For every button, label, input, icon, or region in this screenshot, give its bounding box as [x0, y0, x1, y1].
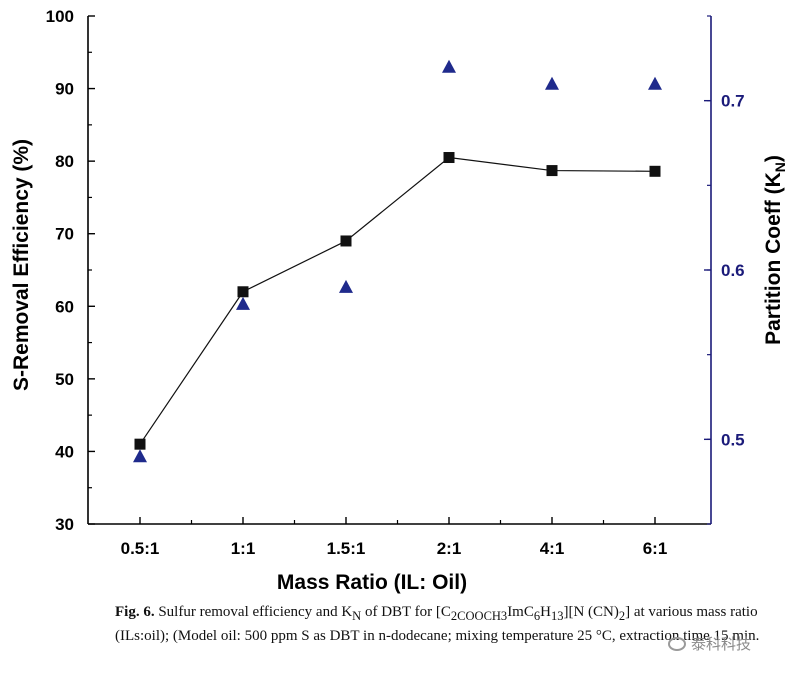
caption-kn-sub: N [352, 609, 362, 623]
caption-sub-2: 6 [533, 609, 541, 623]
y-axis-right-title-main: Partition Coeff (K [762, 172, 785, 345]
y-axis-right-title: Partition Coeff (KN) [762, 155, 788, 345]
y-right-tick-label: 0.6 [721, 261, 745, 280]
caption-text-5: ][N (CN) [563, 604, 619, 620]
wechat-icon [668, 636, 686, 651]
caption-sub-4: 2 [618, 609, 626, 623]
series-2-point [236, 296, 250, 310]
y-left-tick-label: 100 [46, 7, 74, 26]
caption-text-2: of DBT for [C [361, 604, 451, 620]
series-2-point [545, 76, 559, 90]
series-1-point [443, 152, 455, 164]
y-axis-left-title: S-Removal Efficiency (%) [10, 139, 33, 391]
series-1-point [649, 165, 661, 177]
y-left-tick-label: 40 [55, 442, 74, 461]
x-tick-label: 2:1 [437, 539, 462, 558]
caption-text-3: ImC [507, 604, 534, 620]
series-2-point [442, 59, 456, 73]
x-axis-title: Mass Ratio (IL: Oil) [277, 571, 467, 594]
y-right-tick-label: 0.5 [721, 430, 745, 449]
watermark-text: 泰科科技 [691, 635, 752, 653]
chart: 30 40 50 60 70 80 90 100 0.5 0.6 0.7 0.5:1 1:1 1.5:1 2… [10, 7, 788, 594]
y-right-tick-label: 0.7 [721, 92, 745, 111]
series-2-point [339, 279, 353, 293]
watermark: 泰科科技 [668, 633, 751, 654]
caption-text-1: Sulfur removal efficiency and K [154, 604, 353, 620]
y-left-tick-label: 80 [55, 152, 74, 171]
x-tick-label: 4:1 [540, 539, 565, 558]
x-tick-label: 0.5:1 [121, 539, 160, 558]
caption-label: Fig. 6. [115, 604, 155, 620]
series-2-point [133, 449, 147, 463]
y-left-tick-label: 90 [55, 80, 74, 99]
y-axis-right-title-sub: N [772, 162, 788, 172]
series-1-point [340, 235, 352, 247]
y-axis-right-title-close: ) [762, 155, 785, 162]
series-1-line [139, 156, 656, 445]
x-tick-label: 1.5:1 [327, 539, 366, 558]
figure-caption: Fig. 6. Sulfur removal efficiency and KN… [115, 602, 785, 646]
series-1-point [134, 438, 146, 450]
series-1-point [237, 286, 249, 298]
y-left-tick-label: 50 [55, 370, 74, 389]
caption-sub-3: 13 [550, 609, 564, 623]
y-left-tick-label: 70 [55, 225, 74, 244]
x-tick-label: 6:1 [643, 539, 668, 558]
chart-marks [133, 59, 662, 463]
caption-text-4: H [540, 604, 551, 620]
y-left-tick-label: 60 [55, 297, 74, 316]
y-left-tick-label: 30 [55, 515, 74, 534]
axes: 30 40 50 60 70 80 90 100 0.5 0.6 0.7 0.5:1 1:1 1.5:1 2… [46, 7, 745, 558]
x-tick-label: 1:1 [231, 539, 256, 558]
caption-sub-1: 2COOCH3 [450, 609, 508, 623]
caption-text-6: ] at various mass ratio (ILs:oil); (Mode… [115, 604, 760, 644]
series-2-point [648, 76, 662, 90]
series-1-point [546, 165, 558, 177]
